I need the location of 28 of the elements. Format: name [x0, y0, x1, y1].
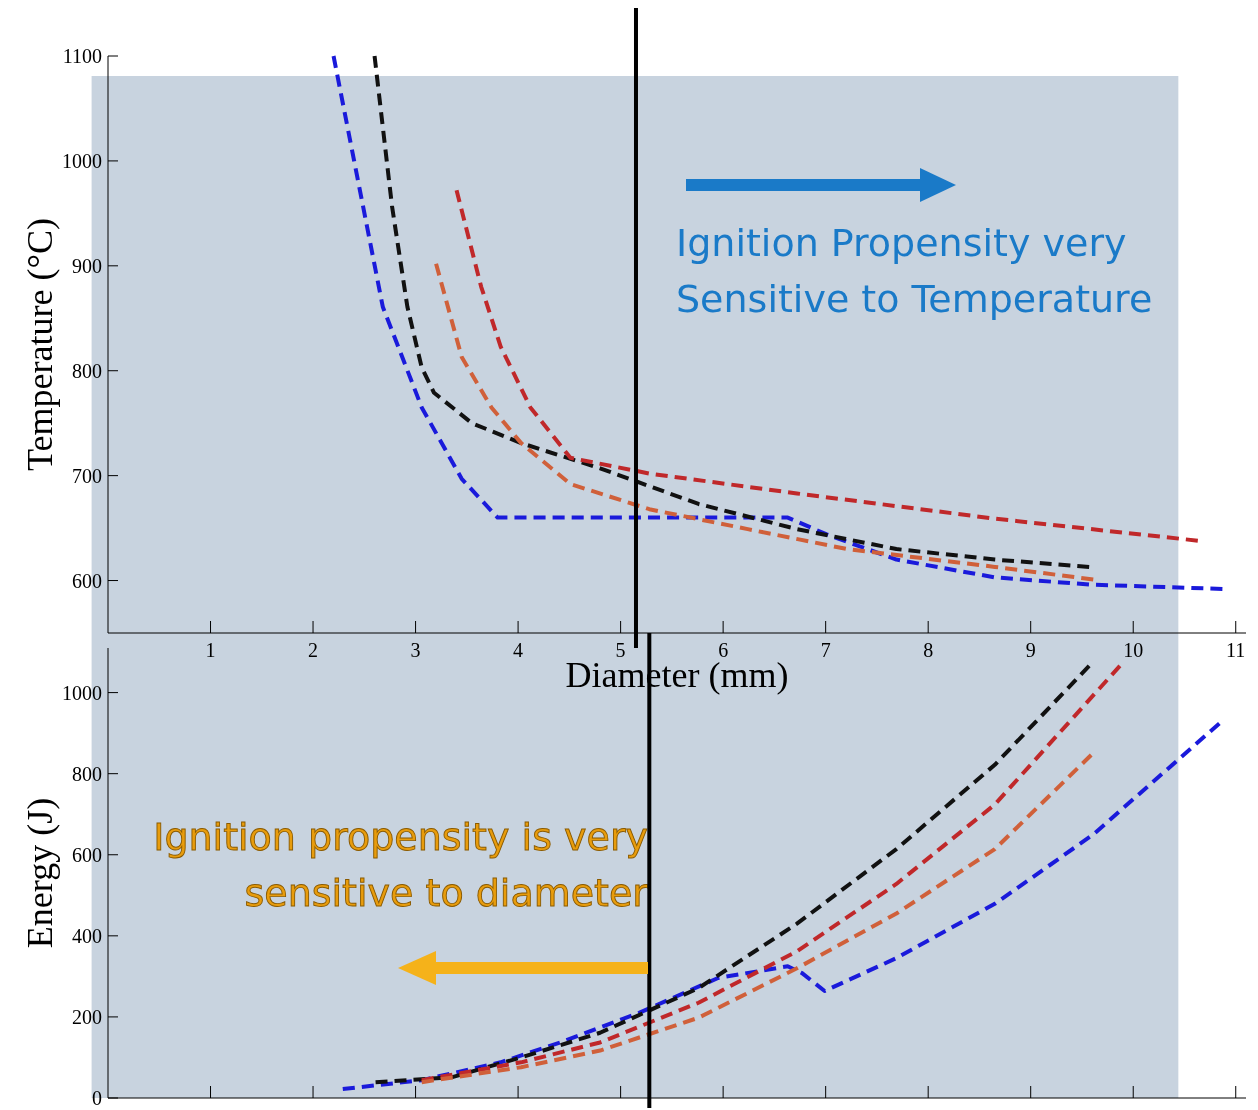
x-tick-label: 4 — [513, 639, 524, 661]
y-tick-label: 700 — [72, 464, 102, 487]
y-tick-label: 1000 — [62, 681, 102, 704]
x-tick-label: 3 — [410, 639, 421, 661]
y-tick-label: 0 — [92, 1087, 102, 1109]
line-series — [454, 188, 1200, 543]
x-tick-label: 1 — [205, 639, 216, 661]
x-tick-label: 7 — [820, 639, 831, 661]
y-tick-label: 1100 — [62, 45, 102, 67]
x-tick-label: 11 — [1226, 639, 1246, 661]
y-tick-label: 600 — [72, 843, 102, 866]
x-tick-label: 9 — [1025, 639, 1036, 661]
y-axis-title: Energy (J) — [20, 797, 60, 949]
y-tick-label: 1000 — [62, 149, 102, 172]
y-tick-label: 600 — [72, 569, 102, 592]
y-tick-label: 800 — [72, 762, 102, 785]
y-tick-label: 200 — [72, 1005, 102, 1028]
y-tick-label: 400 — [72, 924, 102, 947]
y-tick-label: 800 — [72, 359, 102, 382]
x-tick-label: 5 — [615, 639, 626, 661]
x-tick-label: 8 — [923, 639, 934, 661]
y-axis-title: Temperature (°C) — [20, 218, 60, 471]
x-tick-label: 6 — [718, 639, 729, 661]
x-tick-label: 2 — [308, 639, 319, 661]
y-tick-label: 900 — [72, 254, 102, 277]
x-tick-label: 10 — [1123, 639, 1144, 661]
annotation: Ignition Propensity very Sensitive to Temperature — [676, 221, 1153, 321]
line-series — [331, 54, 1225, 591]
